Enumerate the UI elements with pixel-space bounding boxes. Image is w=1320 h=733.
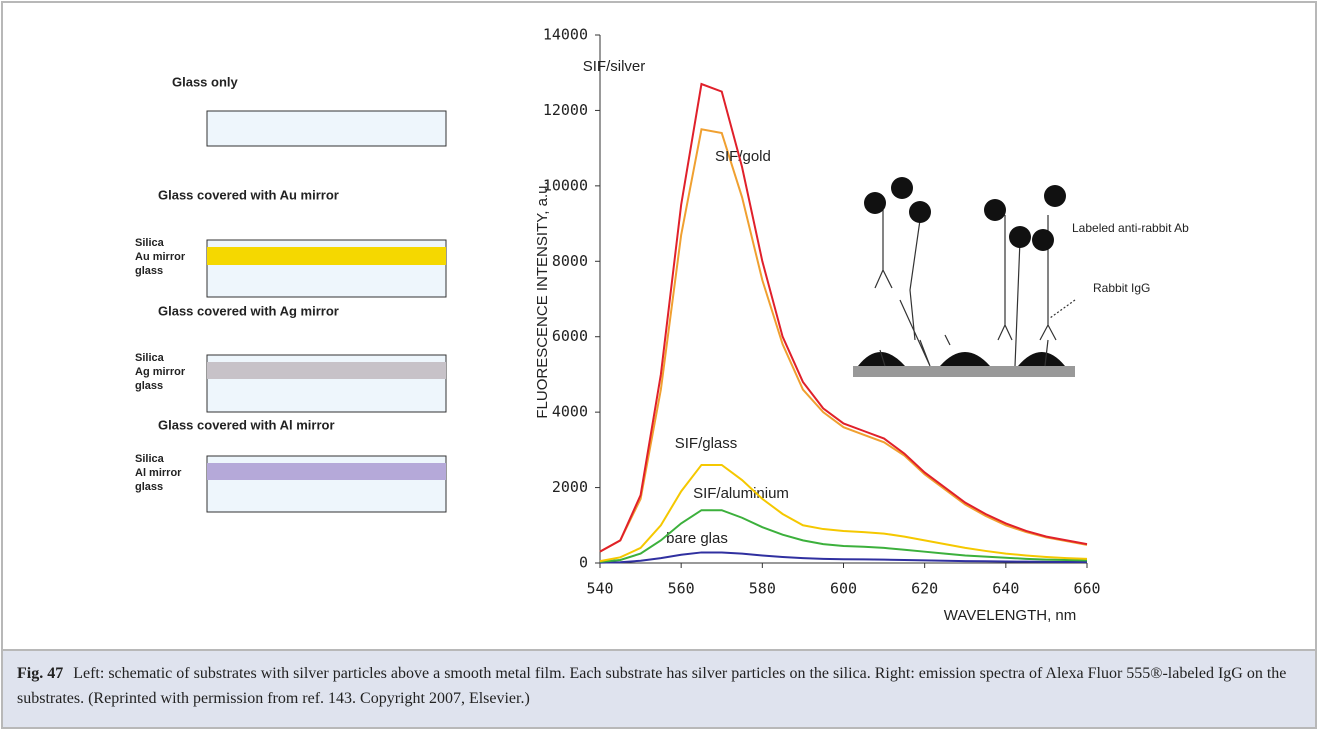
layer-label: Silica [135,352,165,364]
y-axis-label: FLUORESCENCE INTENSITY, a.u. [534,181,551,418]
x-axis-label: WAVELENGTH, nm [944,607,1077,624]
x-tick-label: 600 [830,580,857,598]
caption: Fig. 47 Left: schematic of substrates wit… [1,651,1317,729]
x-tick-label: 560 [668,580,695,598]
y-tick-label: 2000 [552,478,588,496]
series-label: SIF/gold [715,148,771,165]
panel-title: Glass covered with Ag mirror [158,303,339,318]
panel-title: Glass covered with Al mirror [158,417,335,432]
x-tick-label: 580 [749,580,776,598]
layer-label: glass [135,380,163,392]
series-label: SIF/glass [675,435,738,452]
series-line [599,128,1088,553]
au-stack [206,239,447,298]
x-tick-label: 540 [586,580,613,598]
ag-stack [206,354,447,413]
inset-drawing [853,177,1076,377]
figure-frame [1,1,1317,651]
panel-title: Glass covered with Au mirror [158,187,339,202]
caption-text: Left: schematic of substrates with silve… [17,665,1287,707]
layer-label: Silica [135,237,165,249]
y-tick-label: 6000 [552,327,588,345]
series-label: bare glas [666,530,728,547]
x-tick-label: 640 [992,580,1019,598]
layer-label: glass [135,481,163,493]
glass-box [206,110,447,147]
y-tick-label: 4000 [552,403,588,421]
y-tick-label: 0 [579,554,588,572]
layer-label: Au mirror [135,251,186,263]
figure: WAVELENGTH, nm FLUORESCENCE INTENSITY, a… [135,26,1189,624]
y-tick-label: 12000 [543,101,588,119]
x-tick-label: 620 [911,580,938,598]
series-label: SIF/aluminium [693,485,789,502]
inset-label: Rabbit IgG [1093,281,1150,295]
series-line [599,463,1088,563]
layer-label: Ag mirror [135,366,186,378]
series-line [599,509,1088,563]
caption-label: Fig. 47 [17,665,64,682]
y-tick-label: 8000 [552,252,588,270]
x-tick-label: 660 [1073,580,1100,598]
layer-label: Silica [135,453,165,465]
y-tick-label: 10000 [543,176,588,194]
inset-label: Labeled anti-rabbit Ab [1072,221,1189,235]
series-label: SIF/silver [583,58,646,75]
series-line [599,82,1088,553]
layer-label: Al mirror [135,467,182,479]
series-line [599,551,1087,564]
panel-title: Glass only [172,74,239,89]
y-tick-label: 14000 [543,26,588,44]
layer-label: glass [135,265,163,277]
al-stack [206,455,447,513]
